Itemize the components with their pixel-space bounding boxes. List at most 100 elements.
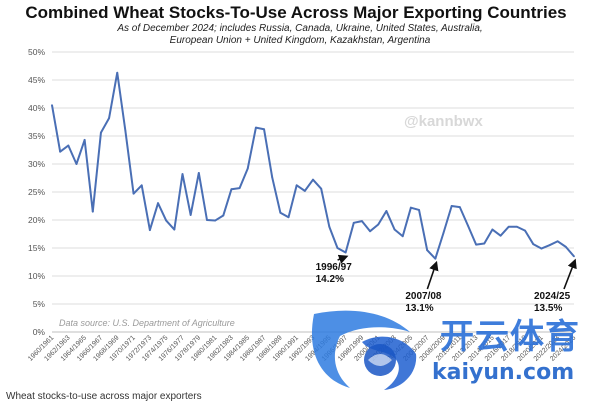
data-point	[157, 202, 159, 205]
data-point	[100, 131, 102, 134]
data-point	[287, 216, 290, 219]
data-point	[491, 228, 494, 231]
data-point	[91, 210, 94, 213]
annotation-arrow	[426, 260, 439, 290]
y-tick-label: 45%	[28, 75, 45, 85]
y-tick-label: 20%	[28, 215, 45, 225]
data-point	[328, 225, 331, 228]
brand-logo-watermark	[311, 310, 417, 390]
data-point	[344, 251, 347, 254]
data-point	[361, 220, 363, 223]
data-point	[467, 224, 469, 227]
data-point	[222, 214, 225, 217]
data-point	[532, 243, 535, 245]
data-point	[238, 187, 241, 189]
y-tick-label: 15%	[28, 243, 45, 253]
y-tick-label: 10%	[28, 271, 45, 281]
annotation-value: 13.5%	[534, 303, 562, 314]
data-point	[189, 214, 192, 216]
data-point	[108, 117, 110, 119]
subtitle-line-2: European Union + United Kingdom, Kazakhs…	[169, 35, 431, 46]
data-point	[450, 205, 453, 207]
data-point	[132, 192, 135, 195]
data-point	[246, 167, 249, 170]
data-point	[312, 178, 314, 181]
source-note: Data source: U.S. Department of Agricult…	[59, 318, 235, 328]
annotation-year: 2007/08	[405, 291, 442, 302]
annotation-arrow	[337, 254, 349, 264]
y-tick-label: 0%	[33, 327, 46, 337]
data-point	[214, 219, 217, 222]
series-line	[51, 71, 575, 260]
data-point	[51, 104, 53, 107]
data-point	[320, 187, 323, 190]
data-point	[116, 71, 119, 74]
data-point	[426, 249, 429, 252]
data-point	[564, 245, 567, 248]
data-point	[271, 176, 274, 179]
data-point	[83, 139, 86, 141]
y-tick-label: 5%	[33, 299, 46, 309]
data-point	[181, 173, 184, 175]
data-point	[148, 229, 151, 231]
data-point	[507, 225, 510, 228]
y-tick-label: 40%	[28, 103, 45, 113]
annotation-arrow	[563, 258, 577, 290]
data-point	[67, 144, 70, 147]
data-point	[206, 219, 208, 221]
data-point	[401, 235, 404, 238]
series-layer	[51, 71, 575, 260]
data-point	[556, 240, 559, 243]
y-tick-label: 25%	[28, 187, 45, 197]
subtitle-line-1: As of December 2024; includes Russia, Ca…	[117, 23, 483, 34]
data-point	[173, 228, 176, 231]
data-point	[418, 209, 420, 211]
data-point	[516, 225, 518, 228]
y-tick-label: 50%	[28, 47, 45, 57]
grid-lines	[52, 51, 574, 305]
data-point	[197, 172, 200, 174]
data-point	[524, 229, 526, 232]
data-point	[255, 126, 257, 129]
data-point	[165, 219, 168, 222]
data-point	[263, 128, 265, 131]
data-point	[303, 189, 306, 192]
data-point	[352, 221, 355, 224]
data-point	[385, 210, 388, 212]
data-point	[377, 223, 380, 226]
data-point	[434, 257, 437, 260]
brand-watermark-domain: kaiyun.com	[432, 360, 575, 385]
annotation-year: 1996/97	[316, 262, 353, 273]
watermark-handle: @kannbwx	[404, 113, 483, 130]
data-point	[230, 188, 233, 191]
data-point	[483, 242, 486, 245]
data-point	[75, 163, 78, 165]
data-point	[279, 211, 282, 214]
data-point	[393, 228, 396, 231]
y-tick-label: 30%	[28, 159, 45, 169]
data-point	[548, 244, 551, 247]
figure-caption: Wheat stocks-to-use across major exporte…	[6, 391, 202, 402]
data-point	[124, 130, 127, 132]
chart-subtitle: As of December 2024; includes Russia, Ca…	[60, 23, 540, 47]
data-point	[369, 230, 371, 233]
data-point	[499, 234, 502, 237]
data-point	[336, 247, 339, 249]
data-point	[59, 150, 62, 153]
data-point	[140, 184, 143, 187]
annotation-year: 2024/25	[534, 291, 571, 302]
chart-title: Combined Wheat Stocks-To-Use Across Majo…	[25, 3, 567, 22]
data-point	[442, 231, 445, 234]
data-point	[573, 255, 575, 258]
data-point	[458, 206, 461, 209]
data-point	[409, 206, 412, 209]
annotation-value: 14.2%	[316, 274, 344, 285]
annotation-value: 13.1%	[405, 303, 433, 314]
data-point	[540, 247, 543, 250]
y-axis-ticks: 0% 5% 10% 15% 20% 25% 30% 35% 40% 45% 50%	[28, 47, 45, 337]
y-tick-label: 35%	[28, 131, 45, 141]
brand-watermark-cn: 开云体育	[440, 317, 580, 357]
data-point	[295, 184, 298, 187]
